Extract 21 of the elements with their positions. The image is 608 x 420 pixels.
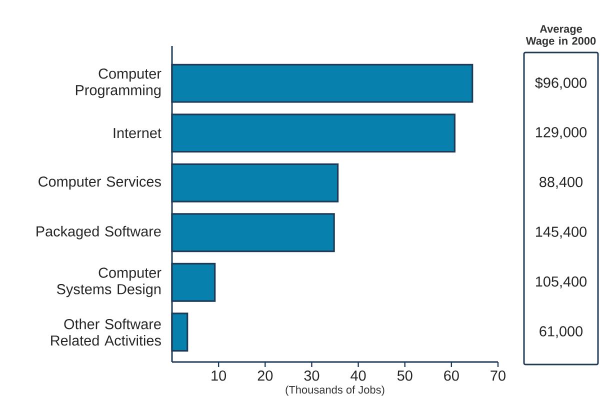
- y-tick-label: Other Software Related Activities: [51, 318, 161, 346]
- x-tick-label: 20: [258, 370, 273, 381]
- y-tick-label: Packaged Software: [36, 226, 161, 240]
- x-tick-label: 30: [304, 370, 320, 381]
- y-tick-label: Computer Services: [38, 176, 161, 190]
- text: 88,400: [540, 176, 583, 189]
- text: 61,000: [540, 326, 583, 338]
- y-tick-label: Internet: [114, 128, 162, 138]
- x-axis-title: (Thousands of Jobs): [286, 386, 384, 396]
- x-tick-label: 40: [350, 370, 366, 381]
- x-tick-label: 50: [397, 370, 412, 381]
- text: $96,000: [535, 77, 587, 90]
- x-tick-label: 70: [490, 370, 506, 381]
- text: 129,000: [536, 127, 587, 140]
- x-tick-label: 60: [444, 370, 459, 381]
- text: 105,400: [536, 276, 587, 288]
- y-tick-label: Computer Programming: [76, 68, 162, 98]
- x-tick-label: 10: [212, 370, 226, 381]
- text: 145,400: [536, 226, 587, 239]
- text: Average Wage in 2000: [526, 25, 596, 47]
- y-tick-label: Computer Systems Design: [56, 268, 162, 298]
